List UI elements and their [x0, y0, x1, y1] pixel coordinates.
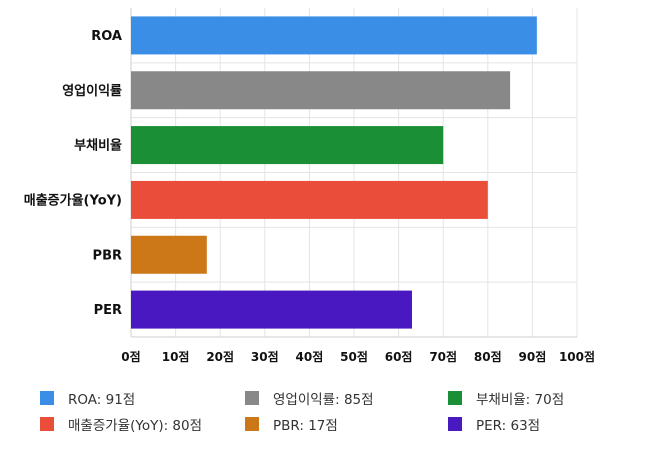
grid-lines — [130, 8, 578, 338]
legend-item: ROA: 91점 — [40, 388, 135, 408]
legend-swatch — [448, 391, 462, 405]
legend-label: PBR: 17점 — [273, 418, 338, 434]
legend-swatch — [40, 417, 54, 431]
x-tick-label: 50점 — [340, 349, 368, 364]
legend-item: PER: 63점 — [448, 414, 540, 434]
legend-swatch — [245, 391, 259, 405]
category-label: ROA — [91, 29, 122, 44]
legend-swatch — [40, 391, 54, 405]
legend-label: 영업이익률: 85점 — [273, 392, 374, 408]
legend-label: 부채비율: 70점 — [476, 392, 565, 408]
x-tick-label: 10점 — [162, 349, 190, 364]
category-label: PBR — [93, 248, 122, 263]
legend-item: 부채비율: 70점 — [448, 388, 564, 408]
legend-swatch — [448, 417, 462, 431]
bars — [131, 16, 537, 329]
x-tick-label: 90점 — [519, 349, 547, 364]
legend-item: 매출증가율(YoY): 80점 — [40, 414, 202, 434]
x-tick-label: 30점 — [251, 349, 279, 364]
x-tick-label: 100점 — [559, 349, 595, 364]
x-tick-label: 80점 — [474, 349, 502, 364]
bar — [131, 235, 207, 274]
legend-item: 영업이익률: 85점 — [245, 388, 374, 408]
category-label: 매출증가율(YoY) — [24, 192, 122, 208]
legend-label: 매출증가율(YoY): 80점 — [68, 418, 203, 434]
x-tick-labels: 0점 10점 20점 30점 40점 50점 60점 70점 80점 90점 100점 — [121, 349, 595, 364]
legend-label: ROA: 91점 — [68, 392, 136, 408]
category-label: 영업이익률 — [62, 83, 122, 99]
x-tick-label: 40점 — [296, 349, 324, 364]
x-tick-label: 70점 — [429, 349, 457, 364]
legend-label: PER: 63점 — [476, 418, 541, 434]
bar — [131, 290, 412, 329]
category-label: 부채비율 — [74, 138, 122, 154]
category-label: PER — [94, 303, 122, 318]
x-tick-label: 20점 — [206, 349, 234, 364]
bar — [131, 126, 444, 165]
bar — [131, 16, 537, 55]
legend-swatch — [245, 417, 259, 431]
bar — [131, 180, 488, 219]
bar — [131, 71, 511, 110]
x-tick-label: 60점 — [385, 349, 413, 364]
x-tick-label: 0점 — [121, 349, 140, 364]
legend-item: PBR: 17점 — [245, 414, 338, 434]
